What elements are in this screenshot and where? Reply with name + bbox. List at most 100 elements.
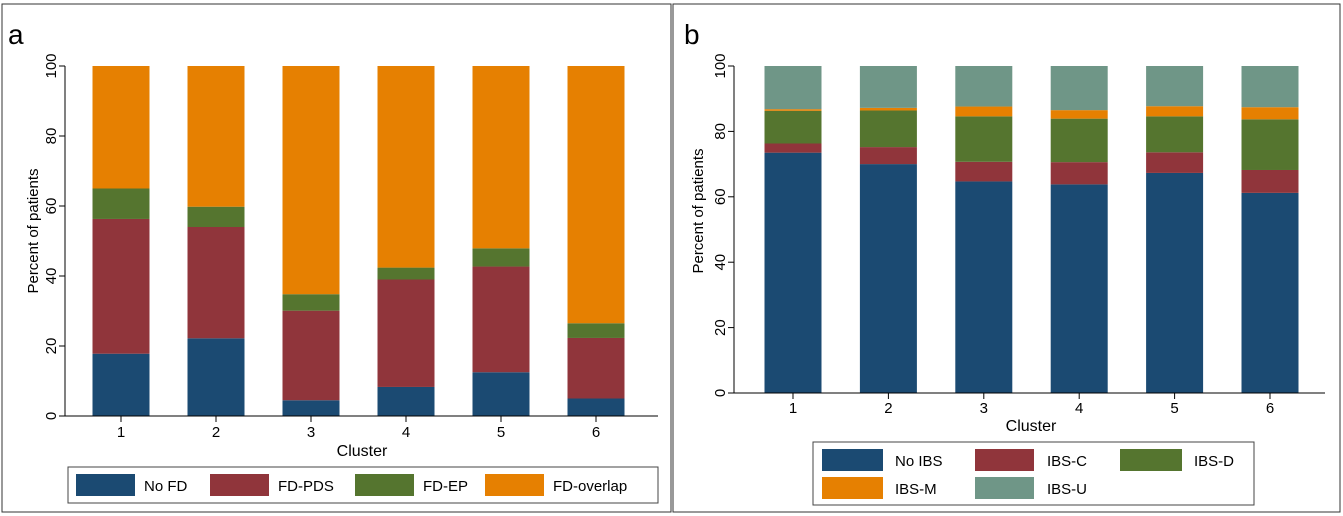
panel-b: b 0 20 40 60 80 100 1 2 3 4 5 6 Percent of patients… [672,3,1341,513]
bar-segment-b-cluster5-s1 [1146,152,1204,173]
y-tick-label-b-40: 40 [712,254,729,271]
x-tick-label-a-4: 4 [402,424,410,441]
legend-swatch-ibs-c [975,449,1034,471]
panel-a-ylabel: Percent of patients [25,168,42,293]
legend-swatch-fd-ep [355,474,414,496]
bar-segment-a-cluster6-s2 [567,323,625,338]
legend-label-no-fd: No FD [144,478,188,495]
bar-segment-a-cluster2-s1 [187,227,245,339]
bar-segment-b-cluster3-s1 [955,161,1013,182]
panel-a-frame [1,3,672,513]
x-tick-label-b-6: 6 [1266,400,1274,417]
bar-segment-a-cluster5-s2 [472,248,530,267]
y-tick-label-a-20: 20 [43,338,60,355]
bar-segment-a-cluster5-s1 [472,266,530,373]
x-tick-label-b-2: 2 [884,400,892,417]
bar-segment-a-cluster1-s2 [92,188,150,219]
bar-segment-a-cluster3-s2 [282,294,340,311]
bar-segment-a-cluster3-s0 [282,400,340,416]
bar-segment-b-cluster1-s4 [764,66,822,110]
bar-segment-b-cluster1-s3 [764,109,822,111]
bar-segment-a-cluster1-s1 [92,218,150,354]
x-tick-label-b-4: 4 [1075,400,1083,417]
panel-b-ylabel: Percent of patients [690,148,707,273]
legend-swatch-ibs-m [822,477,883,499]
legend-label-no-ibs: No IBS [895,453,943,470]
panel-a-plot: 0 20 40 60 80 100 1 2 3 4 5 6 [43,53,658,441]
y-tick-label-b-80: 80 [712,123,729,140]
bar-segment-a-cluster6-s1 [567,337,625,399]
bar-segment-b-cluster5-s2 [1146,116,1204,153]
y-tick-label-b-20: 20 [712,319,729,336]
y-tick-label-b-60: 60 [712,188,729,205]
bar-segment-a-cluster4-s1 [377,279,435,387]
bar-segment-a-cluster5-s0 [472,372,530,416]
bar-segment-b-cluster2-s3 [859,107,917,111]
bar-segment-a-cluster5-s3 [472,66,530,249]
bar-segment-b-cluster4-s3 [1050,110,1108,119]
panel-a-label: a [8,19,24,50]
legend-label-ibs-u: IBS-U [1047,481,1087,498]
legend-label-ibs-d: IBS-D [1194,453,1234,470]
bar-segment-b-cluster5-s3 [1146,106,1204,117]
y-tick-label-a-100: 100 [43,53,60,78]
bar-segment-a-cluster2-s2 [187,206,245,227]
bar-segment-b-cluster1-s1 [764,143,822,153]
bar-segment-b-cluster4-s0 [1050,184,1108,393]
legend-swatch-fd-pds [210,474,269,496]
bar-segment-b-cluster2-s4 [859,66,917,108]
bar-segment-a-cluster2-s3 [187,66,245,207]
x-tick-label-a-3: 3 [307,424,315,441]
bar-segment-b-cluster2-s1 [859,147,917,165]
legend-label-fd-overlap: FD-overlap [553,478,627,495]
x-tick-label-a-5: 5 [497,424,505,441]
bar-segment-a-cluster1-s3 [92,66,150,189]
x-tick-label-b-1: 1 [789,400,797,417]
bar-segment-b-cluster1-s0 [764,152,822,393]
bar-segment-a-cluster2-s0 [187,338,245,416]
bar-segment-b-cluster3-s0 [955,181,1013,393]
bar-segment-b-cluster6-s2 [1241,119,1299,170]
bar-segment-b-cluster5-s4 [1146,66,1204,107]
legend-label-ibs-c: IBS-C [1047,453,1087,470]
legend-label-fd-pds: FD-PDS [278,478,334,495]
bar-segment-b-cluster2-s2 [859,110,917,148]
panel-b-label: b [684,19,700,50]
legend-swatch-no-ibs [822,449,883,471]
legend-swatch-fd-overlap [485,474,544,496]
panel-b-plot: 0 20 40 60 80 100 1 2 3 4 5 6 [712,53,1325,417]
panel-a-legend: No FD FD-PDS FD-EP FD-overlap [67,466,659,504]
bar-segment-a-cluster6-s0 [567,398,625,416]
bar-segment-b-cluster4-s4 [1050,66,1108,111]
bar-segment-b-cluster6-s1 [1241,169,1299,193]
bar-segment-a-cluster4-s3 [377,66,435,268]
legend-label-ibs-m: IBS-M [895,481,937,498]
panel-b-xlabel: Cluster [1006,418,1057,435]
y-tick-label-a-80: 80 [43,128,60,145]
bar-segment-b-cluster1-s2 [764,110,822,144]
bar-segment-a-cluster4-s0 [377,386,435,416]
panel-a-xlabel: Cluster [337,443,388,460]
panel-b-frame [672,3,1341,513]
x-tick-label-b-5: 5 [1170,400,1178,417]
bar-segment-b-cluster3-s4 [955,66,1013,107]
x-tick-label-a-1: 1 [117,424,125,441]
panel-b-legend: No IBS IBS-C IBS-D IBS-M IBS-U [812,441,1255,506]
bar-segment-b-cluster6-s4 [1241,66,1299,108]
panel-a: a 0 20 40 60 80 100 1 2 3 4 5 6 Percent of patients… [1,3,672,513]
y-tick-label-a-60: 60 [43,198,60,215]
bar-segment-b-cluster5-s0 [1146,172,1204,393]
x-tick-label-a-6: 6 [592,424,600,441]
bar-segment-a-cluster6-s3 [567,66,625,324]
bar-segment-b-cluster4-s2 [1050,118,1108,163]
legend-label-fd-ep: FD-EP [423,478,468,495]
bar-segment-b-cluster3-s2 [955,116,1013,162]
bar-segment-a-cluster4-s2 [377,267,435,280]
bar-segment-b-cluster3-s3 [955,106,1013,117]
y-tick-label-a-40: 40 [43,268,60,285]
bar-segment-a-cluster3-s1 [282,310,340,401]
legend-swatch-no-fd [76,474,135,496]
bar-segment-b-cluster4-s1 [1050,162,1108,185]
y-tick-label-b-0: 0 [712,389,729,397]
